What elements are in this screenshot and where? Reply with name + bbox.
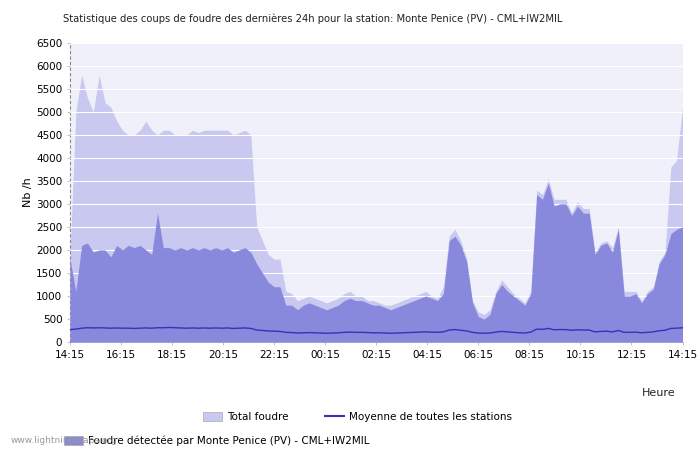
Text: Statistique des coups de foudre des dernières 24h pour la station: Monte Penice : Statistique des coups de foudre des dern… — [63, 14, 562, 24]
Y-axis label: Nb /h: Nb /h — [23, 177, 34, 207]
Text: Heure: Heure — [642, 388, 675, 398]
Text: www.lightningmaps.org: www.lightningmaps.org — [10, 436, 118, 445]
Legend: Foudre détectée par Monte Penice (PV) - CML+IW2MIL: Foudre détectée par Monte Penice (PV) - … — [60, 432, 374, 450]
